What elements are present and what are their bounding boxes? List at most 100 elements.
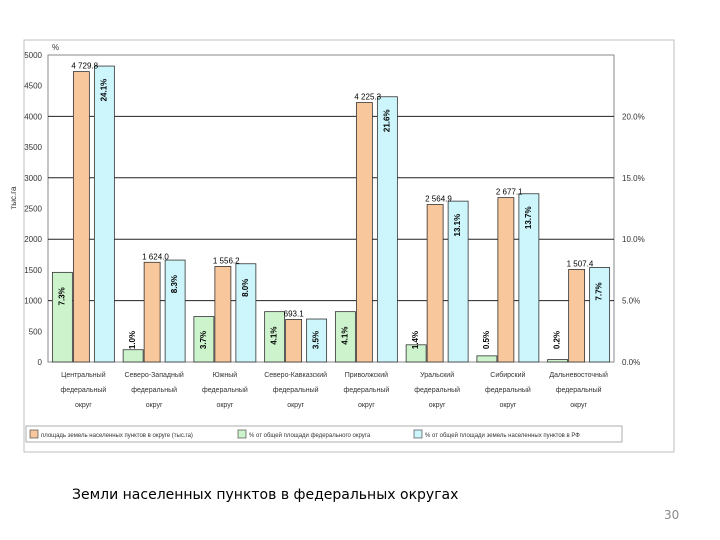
legend-box: [25, 425, 623, 443]
data-label: 4 729.8: [71, 62, 98, 71]
bar: [518, 193, 540, 363]
y-axis-title: тыс.га: [9, 186, 18, 209]
x-tick-label: округ: [146, 402, 163, 409]
data-label: 13.1%: [453, 214, 462, 237]
bar: [143, 261, 161, 363]
y2-tick-label: 20.0%: [622, 112, 645, 121]
x-tick-label: округ: [216, 402, 233, 409]
y-tick-label: 0: [38, 358, 43, 367]
legend-swatch: [29, 429, 39, 439]
y-tick-label: 2500: [24, 205, 42, 214]
data-label: 7.7%: [595, 282, 604, 300]
y2-tick-label: 10.0%: [622, 235, 645, 244]
y-tick-label: 3000: [24, 174, 42, 183]
data-label: 24.1%: [99, 79, 108, 102]
data-label: 8.0%: [241, 279, 250, 297]
x-tick-label: округ: [358, 402, 375, 409]
y-tick-label: 4000: [24, 112, 42, 121]
bar: [235, 263, 257, 363]
x-tick-label: Приволжский: [345, 371, 388, 379]
bar: [568, 269, 586, 363]
data-label: 3.7%: [199, 331, 208, 349]
data-label: 4.1%: [340, 327, 349, 345]
y-tick-label: 500: [29, 327, 43, 336]
y-tick-label: 1500: [24, 266, 42, 275]
data-label: 693.1: [284, 309, 305, 318]
x-tick-label: федеральный: [202, 386, 248, 394]
legend-swatch: [237, 429, 247, 439]
x-tick-label: округ: [75, 402, 92, 409]
bar: [334, 311, 356, 363]
data-label: 1.4%: [411, 331, 420, 349]
bar: [355, 102, 373, 363]
bar: [497, 197, 515, 363]
data-label: 1 507.4: [567, 259, 594, 268]
x-tick-label: Дальневосточный: [549, 371, 608, 379]
slide-caption: Земли населенных пунктов в федеральных о…: [72, 487, 459, 503]
data-label: 3.5%: [312, 331, 321, 349]
slide-number: 30: [664, 508, 680, 522]
bar: [426, 204, 444, 363]
x-tick-label: Уральский: [420, 371, 454, 379]
bar: [589, 267, 611, 363]
data-label: 0.2%: [553, 331, 562, 349]
data-label: 1 556.2: [213, 256, 240, 265]
data-label: 1 624.0: [142, 252, 169, 261]
y-tick-label: 5000: [24, 51, 42, 60]
bar: [476, 355, 498, 363]
data-label: 7.3%: [57, 287, 66, 305]
data-label: 4 225.3: [354, 93, 381, 102]
x-tick-label: федеральный: [131, 386, 177, 394]
x-tick-label: округ: [429, 402, 446, 409]
x-tick-label: округ: [287, 402, 304, 409]
x-tick-label: федеральный: [343, 386, 389, 394]
bar: [376, 96, 398, 363]
bar: [306, 318, 328, 363]
bar: [164, 259, 186, 363]
data-label: 0.5%: [482, 331, 491, 349]
legend-label: % от общей площади федерального округа: [249, 432, 371, 439]
y2-tick-label: 15.0%: [622, 174, 645, 183]
y-tick-label: 4500: [24, 82, 42, 91]
bar: [547, 359, 569, 363]
y2-tick-label: 0.0%: [622, 358, 640, 367]
x-tick-label: Сибирский: [490, 371, 525, 379]
y-tick-label: 1000: [24, 297, 42, 306]
y-tick-label: 3500: [24, 143, 42, 152]
bar: [285, 319, 303, 363]
y-unit-label: %: [52, 43, 59, 52]
data-label: 13.7%: [524, 206, 533, 229]
data-label: 21.6%: [382, 109, 391, 132]
x-tick-label: федеральный: [556, 386, 602, 394]
x-tick-label: Центральный: [61, 371, 106, 379]
x-tick-label: федеральный: [273, 386, 319, 394]
legend-label: % от общей площади земель населенных пун…: [425, 432, 580, 439]
y2-tick-label: 5.0%: [622, 297, 640, 306]
x-tick-label: федеральный: [485, 386, 531, 394]
x-tick-label: федеральный: [414, 386, 460, 394]
bar: [122, 349, 144, 363]
bar: [214, 266, 232, 363]
data-label: 8.3%: [170, 275, 179, 293]
x-tick-label: округ: [570, 402, 587, 409]
legend-swatch: [413, 429, 423, 439]
x-tick-label: округ: [499, 402, 516, 409]
bar: [447, 200, 469, 363]
y-tick-label: 2000: [24, 235, 42, 244]
x-tick-label: федеральный: [60, 386, 106, 394]
legend-label: площадь земель населенных пунктов в окру…: [41, 433, 193, 439]
bar: [405, 344, 427, 363]
data-label: 4.1%: [270, 327, 279, 345]
bar: [264, 311, 286, 363]
bar: [51, 271, 73, 363]
bar: [93, 65, 115, 363]
x-tick-label: Северо-Западный: [124, 371, 183, 379]
x-tick-label: Северо-Кавказский: [264, 371, 327, 379]
data-label: 2 564.9: [425, 195, 452, 204]
x-tick-label: Южный: [213, 371, 238, 379]
bar: [193, 316, 215, 363]
data-label: 1.0%: [128, 331, 137, 349]
bar: [72, 71, 90, 363]
data-label: 2 677.1: [496, 188, 523, 197]
